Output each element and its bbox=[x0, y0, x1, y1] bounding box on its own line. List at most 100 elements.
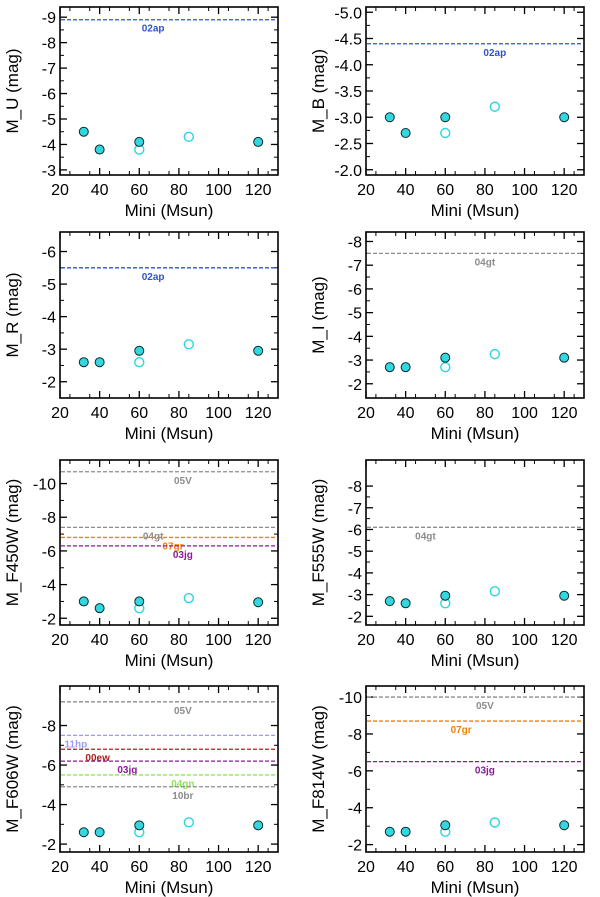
x-tick-label: 40 bbox=[91, 859, 109, 876]
x-axis-label: Mini (Msun) bbox=[431, 651, 520, 670]
y-tick-label: -2 bbox=[42, 375, 56, 392]
x-tick-label: 60 bbox=[130, 182, 148, 199]
y-tick-label: -4 bbox=[348, 329, 362, 346]
filled-data-point bbox=[253, 820, 264, 831]
x-tick-label: 40 bbox=[397, 632, 415, 649]
y-tick-label: -4 bbox=[348, 801, 362, 818]
open-data-point bbox=[134, 356, 145, 368]
reference-line-label: 02ap bbox=[142, 24, 165, 35]
open-data-point bbox=[440, 127, 451, 139]
y-tick-label: -8 bbox=[348, 479, 362, 496]
x-tick-label: 120 bbox=[551, 859, 578, 876]
filled-data-point bbox=[384, 362, 395, 373]
x-tick-label: 40 bbox=[397, 182, 415, 199]
x-tick-label: 100 bbox=[205, 405, 232, 422]
x-tick-label: 60 bbox=[130, 632, 148, 649]
filled-data-point bbox=[559, 352, 570, 363]
chart-panel: 20 40 60 80 100 120 -3 -4 -5 -6 -7 -8 -9 Mini (Msun) M… bbox=[3, 6, 279, 220]
y-axis-label: M_I (mag) bbox=[309, 276, 328, 353]
x-tick-label: 80 bbox=[170, 182, 188, 199]
open-data-point bbox=[489, 586, 501, 597]
y-tick-label: -3 bbox=[42, 342, 56, 359]
chart-panel: 20 40 60 80 100 120 -2 -3 -4 -5 -6 -7 -8 Mini (Msun) M… bbox=[309, 459, 585, 670]
filled-data-point bbox=[253, 597, 264, 608]
reference-line-label: 03jg bbox=[475, 766, 495, 777]
chart-panel: 20 40 60 80 100 120 -2 -3 -4 -5 -6 Mini (Msun) M_R (… bbox=[3, 231, 279, 443]
x-tick-label: 60 bbox=[436, 632, 454, 649]
y-tick-label: -2 bbox=[42, 837, 56, 854]
reference-line-label: 02ap bbox=[483, 48, 506, 59]
x-tick-label: 120 bbox=[551, 632, 578, 649]
x-tick-label: 20 bbox=[357, 632, 375, 649]
x-tick-label: 80 bbox=[170, 632, 188, 649]
x-axis-label: Mini (Msun) bbox=[431, 878, 520, 897]
y-tick-label: -6 bbox=[42, 544, 56, 561]
filled-data-point bbox=[78, 827, 89, 838]
y-tick-label: -10 bbox=[339, 690, 362, 707]
filled-data-point bbox=[134, 820, 145, 831]
plot-frame bbox=[365, 6, 585, 176]
x-tick-label: 80 bbox=[476, 182, 494, 199]
y-tick-label: -6 bbox=[348, 764, 362, 781]
y-tick-label: -4 bbox=[42, 310, 56, 327]
y-tick-label: -3 bbox=[348, 353, 362, 370]
x-tick-label: 40 bbox=[91, 182, 109, 199]
filled-data-point bbox=[94, 357, 105, 368]
reference-line-label: 05V bbox=[174, 706, 192, 717]
x-tick-label: 100 bbox=[205, 632, 232, 649]
reference-line-label: 05V bbox=[174, 476, 192, 487]
y-tick-label: -2 bbox=[348, 377, 362, 394]
reference-line-label: 04gn bbox=[171, 779, 194, 790]
open-data-point bbox=[183, 817, 195, 828]
reference-line-label: 11hp bbox=[64, 739, 87, 750]
y-tick-label: -4 bbox=[42, 798, 56, 815]
x-tick-label: 120 bbox=[245, 632, 272, 649]
chart-panel: 20 40 60 80 100 120 -2 -4 -6 -8 -10 Mini (Msun) M_F8… bbox=[309, 685, 585, 897]
filled-data-point bbox=[559, 590, 570, 601]
y-tick-label: -5 bbox=[348, 544, 362, 561]
y-tick-label: -7 bbox=[348, 258, 362, 275]
y-axis-label: M_F450W (mag) bbox=[3, 479, 22, 607]
reference-line-label: 07gr bbox=[451, 725, 472, 736]
open-data-point bbox=[183, 131, 195, 143]
x-tick-label: 100 bbox=[205, 182, 232, 199]
y-tick-label: -2 bbox=[42, 611, 56, 628]
y-axis-label: M_F606W (mag) bbox=[3, 705, 22, 833]
open-data-point bbox=[440, 361, 451, 373]
filled-data-point bbox=[384, 596, 395, 607]
reference-line-label: 07gr bbox=[162, 541, 183, 552]
y-tick-label: -2 bbox=[348, 838, 362, 855]
filled-data-point bbox=[94, 144, 105, 155]
y-tick-label: -3 bbox=[348, 588, 362, 605]
filled-data-point bbox=[134, 136, 145, 147]
plot-frame bbox=[59, 6, 279, 176]
x-tick-label: 20 bbox=[51, 405, 69, 422]
x-axis-label: Mini (Msun) bbox=[125, 201, 214, 220]
y-tick-label: -6 bbox=[348, 282, 362, 299]
y-tick-label: -5 bbox=[348, 306, 362, 323]
y-tick-label: -7 bbox=[348, 501, 362, 518]
plot-frame bbox=[365, 459, 585, 626]
x-tick-label: 20 bbox=[51, 632, 69, 649]
x-tick-label: 40 bbox=[397, 405, 415, 422]
y-tick-label: -4.5 bbox=[334, 32, 362, 49]
x-axis-label: Mini (Msun) bbox=[125, 651, 214, 670]
x-tick-label: 20 bbox=[357, 405, 375, 422]
plot-frame bbox=[59, 231, 279, 399]
x-tick-label: 80 bbox=[476, 859, 494, 876]
y-axis-label: M_F555W (mag) bbox=[309, 479, 328, 607]
x-axis-label: Mini (Msun) bbox=[431, 424, 520, 443]
open-data-point bbox=[489, 817, 501, 828]
x-axis-label: Mini (Msun) bbox=[125, 424, 214, 443]
filled-data-point bbox=[559, 820, 570, 831]
y-axis-label: M_U (mag) bbox=[3, 48, 22, 133]
x-tick-label: 20 bbox=[51, 859, 69, 876]
filled-data-point bbox=[559, 112, 570, 123]
filled-data-point bbox=[440, 590, 451, 601]
chart-panel: 20 40 60 80 100 120 -2 -3 -4 -5 -6 -7 -8 Mini (Msun) M… bbox=[309, 231, 585, 443]
y-tick-label: -4 bbox=[42, 578, 56, 595]
y-tick-label: -4.0 bbox=[334, 58, 362, 75]
x-tick-label: 80 bbox=[476, 632, 494, 649]
filled-data-point bbox=[400, 362, 411, 373]
x-tick-label: 60 bbox=[130, 405, 148, 422]
